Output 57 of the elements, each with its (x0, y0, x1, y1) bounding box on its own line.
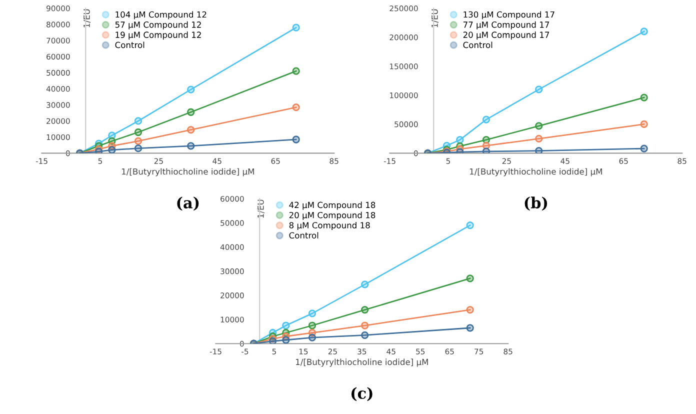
point (292, 67, 300, 75)
point (134, 144, 142, 152)
point (535, 134, 543, 143)
point (640, 144, 648, 152)
point (466, 274, 474, 282)
legend-label: 19 μM Compound 12 (116, 32, 201, 40)
point (361, 280, 369, 288)
point (282, 336, 290, 344)
legend-label: 130 μM Compound 17 (464, 11, 554, 20)
point (268, 337, 277, 344)
point (456, 136, 464, 144)
point (535, 147, 543, 154)
point (535, 86, 543, 94)
x-axis-title: 1/[Butyrylthiocholine iodide] μM (296, 358, 428, 367)
point (292, 136, 300, 144)
point (308, 334, 316, 342)
point (466, 306, 474, 314)
x-axis-title: 1/[Butyrylthiocholine iodide] μM (122, 168, 254, 176)
text: (a) (177, 196, 199, 211)
point (108, 146, 116, 154)
x-axis-title: 1/[Butyrylthiocholine iodide] μM (470, 168, 602, 176)
point (134, 128, 142, 136)
text: (c) (351, 387, 372, 402)
point (134, 117, 142, 125)
legend-label: 8 μM Compound 18 (289, 222, 370, 230)
legend-label: 20 μM Compound 17 (463, 32, 549, 40)
point (640, 28, 648, 36)
point (308, 310, 316, 318)
point (361, 322, 369, 330)
point (361, 331, 369, 339)
point (187, 126, 195, 134)
point (134, 137, 142, 145)
point (292, 103, 300, 112)
point (482, 148, 490, 154)
point (308, 322, 316, 330)
point (187, 142, 195, 150)
point (361, 306, 369, 314)
legend-label: 42 μM Compound 18 (289, 202, 376, 210)
legend-label: 57 μM Compound 12 (115, 21, 201, 30)
point (282, 322, 290, 330)
point (187, 108, 195, 116)
legend-label: 104 μM Compound 12 (116, 11, 206, 20)
legend-label: Control (463, 42, 492, 48)
point (535, 122, 543, 130)
point (187, 86, 195, 94)
legend-label: 20 μM Compound 18 (289, 212, 376, 220)
point (640, 94, 648, 102)
legend-label: 77 μM Compound 17 (463, 21, 549, 30)
text: (b) (524, 196, 548, 211)
legend-label: Control (289, 232, 318, 239)
point (482, 116, 490, 124)
point (466, 221, 474, 230)
point (292, 24, 300, 32)
point (466, 324, 474, 332)
point (640, 120, 648, 128)
point (94, 148, 103, 154)
legend-label: Control (115, 42, 144, 48)
